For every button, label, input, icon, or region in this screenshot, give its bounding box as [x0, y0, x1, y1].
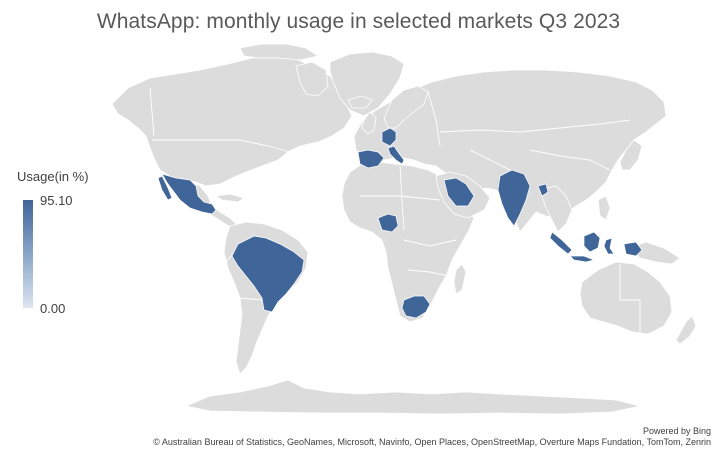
land-arctic-islands — [239, 43, 320, 61]
border-africa-1 — [360, 195, 441, 201]
region-india[interactable] — [497, 169, 531, 227]
land-indochina — [539, 185, 573, 233]
region-brazil[interactable] — [231, 235, 305, 313]
land-eurasia — [353, 69, 667, 233]
region-indonesia-sumatra[interactable] — [549, 231, 573, 255]
region-italy[interactable] — [387, 145, 405, 165]
border-china — [529, 149, 611, 171]
region-indonesia-java[interactable] — [569, 255, 596, 263]
land-baffin — [295, 61, 329, 97]
land-antarctica — [184, 379, 641, 415]
region-spain[interactable] — [357, 149, 385, 169]
legend-min-value: 0.00 — [40, 301, 66, 316]
land-new-guinea — [629, 241, 681, 265]
region-indonesia-papua[interactable] — [623, 241, 643, 257]
region-bangladesh[interactable] — [537, 183, 549, 197]
land-iceland — [347, 95, 373, 109]
border-russia-west — [427, 91, 441, 147]
border-alaska — [149, 87, 155, 137]
border-us-canada — [152, 139, 291, 153]
map-title: WhatsApp: monthly usage in selected mark… — [96, 10, 621, 33]
border-africa-4 — [407, 269, 449, 277]
land-cuba — [214, 193, 245, 203]
region-germany[interactable] — [381, 127, 397, 147]
region-south-africa[interactable] — [401, 295, 431, 319]
region-indonesia-sulawesi[interactable] — [603, 237, 615, 255]
border-russia-south — [439, 119, 631, 133]
land-new-zealand — [675, 315, 697, 345]
land-africa — [341, 161, 475, 323]
legend-title: Usage(in %) — [17, 169, 89, 184]
land-north-america — [111, 55, 353, 187]
land-japan — [619, 139, 643, 171]
legend-max-value: 95.10 — [40, 193, 73, 208]
powered-by-label: Powered by Bing — [642, 426, 711, 436]
region-mexico[interactable] — [161, 173, 217, 215]
land-madagascar — [453, 263, 467, 295]
land-philippines — [597, 195, 611, 221]
legend-color-scale — [23, 200, 33, 308]
map-credits: © Australian Bureau of Statistics, GeoNa… — [153, 437, 711, 447]
border-australia — [619, 264, 641, 332]
border-africa-3 — [403, 239, 457, 247]
land-scandinavia — [383, 85, 429, 129]
region-indonesia-borneo[interactable] — [583, 231, 601, 253]
region-nigeria[interactable] — [377, 213, 399, 233]
region-saudi-arabia[interactable] — [443, 177, 475, 207]
land-australia — [579, 261, 673, 335]
land-uk — [361, 111, 377, 135]
border-africa-2 — [399, 165, 405, 231]
region-mexico-baja[interactable] — [157, 175, 173, 201]
